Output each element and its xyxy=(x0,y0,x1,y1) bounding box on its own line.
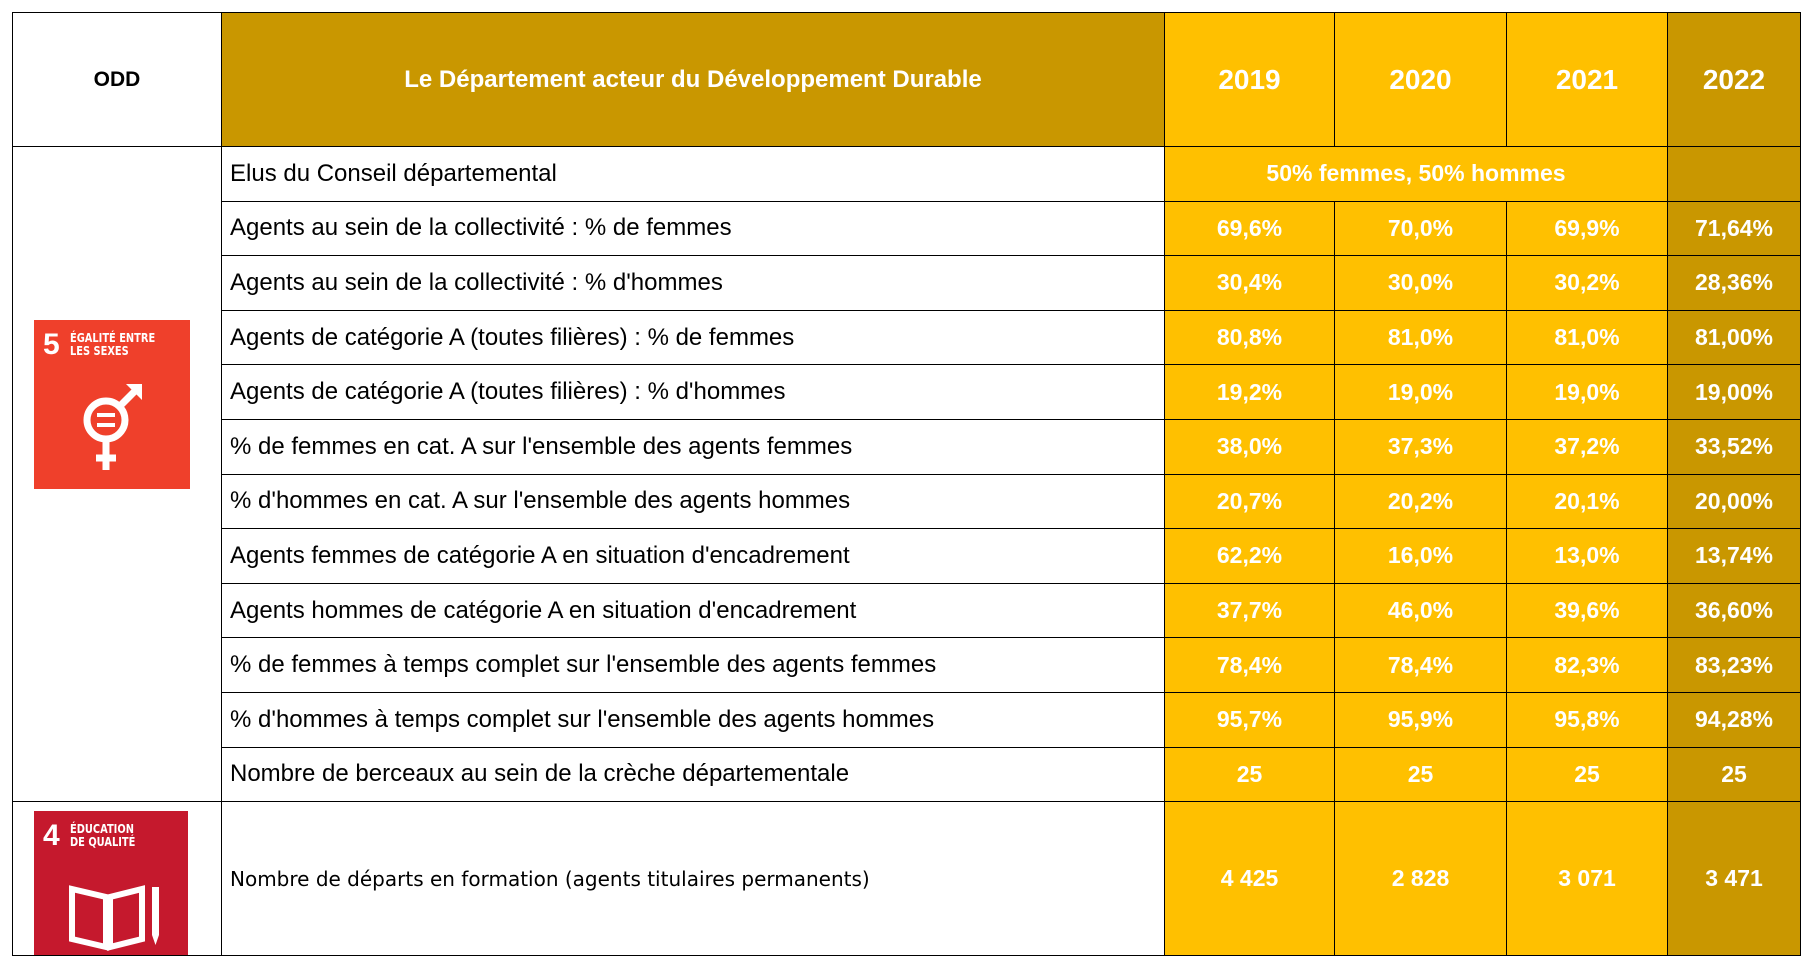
sdg-5-tile: 5 ÉGALITÉ ENTRE LES SEXES xyxy=(34,320,190,489)
row-label: % d'hommes en cat. A sur l'ensemble des … xyxy=(221,473,1165,530)
value-cell: 28,36% xyxy=(1667,255,1801,311)
empty-cell xyxy=(1667,146,1801,202)
value-cell: 46,0% xyxy=(1334,582,1507,639)
header-year: 2022 xyxy=(1667,12,1801,147)
value-cell: 37,2% xyxy=(1506,419,1668,475)
value-cell: 36,60% xyxy=(1667,582,1801,639)
value-cell: 70,0% xyxy=(1334,200,1507,257)
value-cell: 80,8% xyxy=(1164,309,1335,366)
value-cell: 25 xyxy=(1667,746,1801,803)
goal-title-line: ÉGALITÉ ENTRE xyxy=(70,331,156,345)
value-cell: 39,6% xyxy=(1506,582,1668,639)
value-cell: 33,52% xyxy=(1667,419,1801,475)
header-title: Le Département acteur du Développement D… xyxy=(221,12,1165,147)
goal-title: ÉGALITÉ ENTRE LES SEXES xyxy=(70,332,155,358)
value-cell: 20,1% xyxy=(1506,473,1668,530)
value-cell: 25 xyxy=(1506,746,1668,803)
value-cell: 25 xyxy=(1164,746,1335,803)
value-cell: 82,3% xyxy=(1506,637,1668,693)
value-cell: 94,28% xyxy=(1667,692,1801,748)
row-label: Agents hommes de catégorie A en situatio… xyxy=(221,582,1165,639)
sdg-4-tile: 4 ÉDUCATION DE QUALITÉ xyxy=(34,811,188,955)
row-label: % d'hommes à temps complet sur l'ensembl… xyxy=(221,692,1165,748)
row-label: % de femmes en cat. A sur l'ensemble des… xyxy=(221,419,1165,475)
value-cell: 4 425 xyxy=(1164,801,1335,957)
value-cell: 83,23% xyxy=(1667,637,1801,693)
row-label: % de femmes à temps complet sur l'ensemb… xyxy=(221,637,1165,693)
value-cell: 95,7% xyxy=(1164,692,1335,748)
value-cell: 19,0% xyxy=(1334,364,1507,420)
value-cell: 19,00% xyxy=(1667,364,1801,420)
row-label: Agents femmes de catégorie A en situatio… xyxy=(221,528,1165,584)
gender-icon xyxy=(83,384,142,470)
value-cell: 69,6% xyxy=(1164,200,1335,257)
book-icon xyxy=(69,885,159,951)
value-cell: 81,0% xyxy=(1506,309,1668,366)
value-cell: 13,74% xyxy=(1667,528,1801,584)
value-cell: 62,2% xyxy=(1164,528,1335,584)
goal-title: ÉDUCATION DE QUALITÉ xyxy=(70,823,135,849)
value-cell: 37,3% xyxy=(1334,419,1507,475)
value-cell: 81,00% xyxy=(1667,309,1801,366)
row-label: Nombre de berceaux au sein de la crèche … xyxy=(221,746,1165,803)
value-cell: 37,7% xyxy=(1164,582,1335,639)
value-cell: 30,4% xyxy=(1164,255,1335,311)
row-label: Agents de catégorie A (toutes filières) … xyxy=(221,364,1165,420)
value-cell: 16,0% xyxy=(1334,528,1507,584)
merged-value: 50% femmes, 50% hommes xyxy=(1164,146,1668,202)
value-cell: 20,2% xyxy=(1334,473,1507,530)
header-year: 2021 xyxy=(1506,12,1668,147)
goal-title-line: ÉDUCATION xyxy=(70,822,134,836)
value-cell: 20,00% xyxy=(1667,473,1801,530)
value-cell: 38,0% xyxy=(1164,419,1335,475)
row-label: Agents au sein de la collectivité : % d'… xyxy=(221,255,1165,311)
goal-title-line: LES SEXES xyxy=(70,344,129,358)
value-cell: 2 828 xyxy=(1334,801,1507,957)
value-cell: 78,4% xyxy=(1164,637,1335,693)
row-label: Agents au sein de la collectivité : % de… xyxy=(221,200,1165,257)
value-cell: 81,0% xyxy=(1334,309,1507,366)
header-odd: ODD xyxy=(12,12,222,147)
value-cell: 95,9% xyxy=(1334,692,1507,748)
value-cell: 95,8% xyxy=(1506,692,1668,748)
value-cell: 3 071 xyxy=(1506,801,1668,957)
value-cell: 30,0% xyxy=(1334,255,1507,311)
value-cell: 20,7% xyxy=(1164,473,1335,530)
goal-number: 4 xyxy=(43,819,60,852)
goal-title-line: DE QUALITÉ xyxy=(70,835,136,849)
header-year: 2020 xyxy=(1334,12,1507,147)
value-cell: 71,64% xyxy=(1667,200,1801,257)
value-cell: 3 471 xyxy=(1667,801,1801,957)
value-cell: 19,0% xyxy=(1506,364,1668,420)
value-cell: 69,9% xyxy=(1506,200,1668,257)
value-cell: 78,4% xyxy=(1334,637,1507,693)
row-label: Elus du Conseil départemental xyxy=(221,146,1165,202)
goal-number: 5 xyxy=(43,328,60,361)
value-cell: 30,2% xyxy=(1506,255,1668,311)
row-label: Agents de catégorie A (toutes filières) … xyxy=(221,309,1165,366)
row-label: Nombre de départs en formation (agents t… xyxy=(221,801,1165,957)
value-cell: 25 xyxy=(1334,746,1507,803)
header-year: 2019 xyxy=(1164,12,1335,147)
value-cell: 13,0% xyxy=(1506,528,1668,584)
value-cell: 19,2% xyxy=(1164,364,1335,420)
